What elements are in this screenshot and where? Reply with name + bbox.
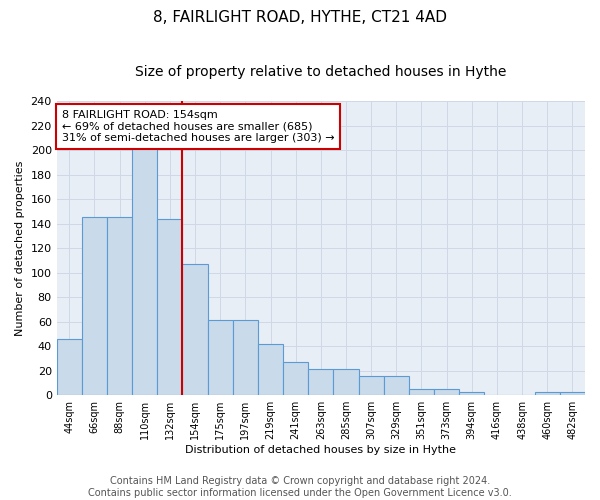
Y-axis label: Number of detached properties: Number of detached properties <box>15 160 25 336</box>
Bar <box>308 370 334 395</box>
Bar <box>107 218 132 395</box>
Bar <box>359 376 384 395</box>
Bar <box>434 389 459 395</box>
Bar <box>157 218 182 395</box>
Title: Size of property relative to detached houses in Hythe: Size of property relative to detached ho… <box>135 65 506 79</box>
Bar <box>233 320 258 395</box>
Text: 8, FAIRLIGHT ROAD, HYTHE, CT21 4AD: 8, FAIRLIGHT ROAD, HYTHE, CT21 4AD <box>153 10 447 25</box>
X-axis label: Distribution of detached houses by size in Hythe: Distribution of detached houses by size … <box>185 445 457 455</box>
Text: Contains HM Land Registry data © Crown copyright and database right 2024.
Contai: Contains HM Land Registry data © Crown c… <box>88 476 512 498</box>
Bar <box>334 370 359 395</box>
Bar <box>132 149 157 395</box>
Bar <box>535 392 560 395</box>
Bar <box>82 218 107 395</box>
Bar <box>208 320 233 395</box>
Bar <box>459 392 484 395</box>
Text: 8 FAIRLIGHT ROAD: 154sqm
← 69% of detached houses are smaller (685)
31% of semi-: 8 FAIRLIGHT ROAD: 154sqm ← 69% of detach… <box>62 110 335 143</box>
Bar <box>384 376 409 395</box>
Bar <box>409 389 434 395</box>
Bar <box>560 392 585 395</box>
Bar <box>283 362 308 395</box>
Bar <box>258 344 283 395</box>
Bar <box>182 264 208 395</box>
Bar <box>56 339 82 395</box>
